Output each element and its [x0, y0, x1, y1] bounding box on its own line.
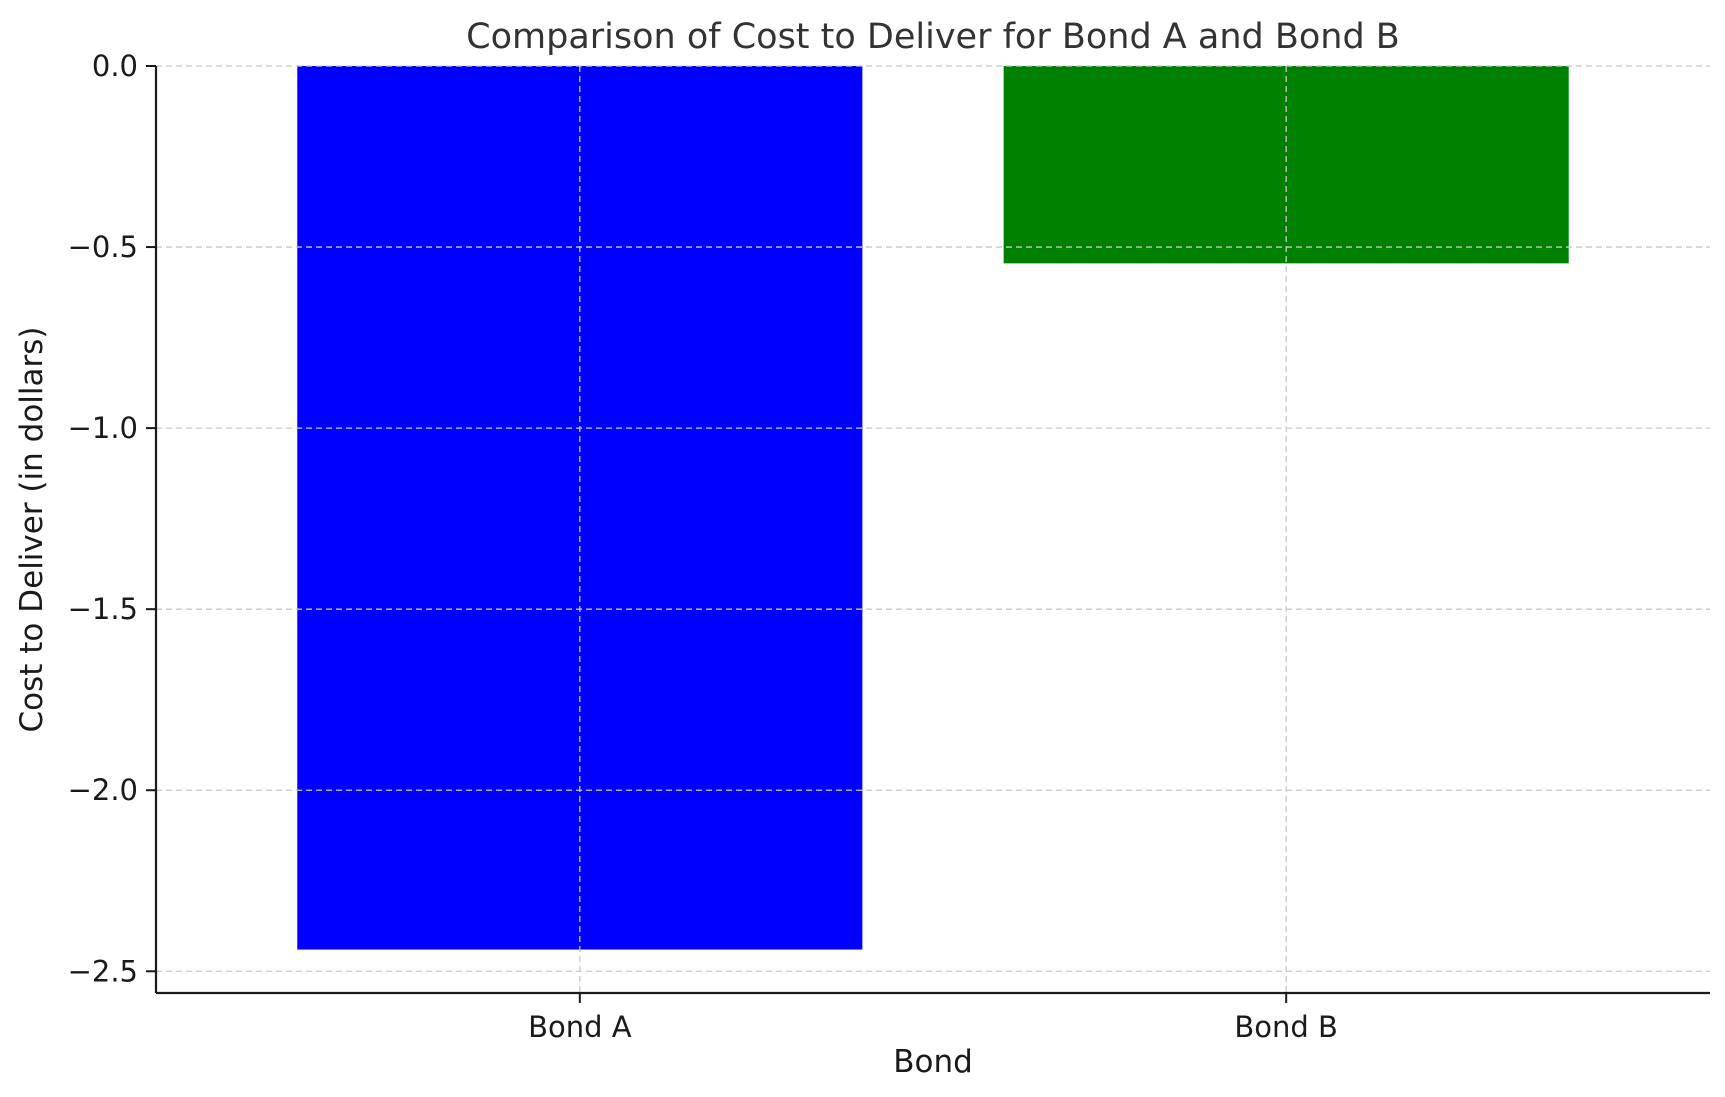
y-tick-label: −2.5 [68, 954, 138, 988]
chart-title: Comparison of Cost to Deliver for Bond A… [466, 17, 1400, 57]
bar-bond-b [1003, 66, 1569, 264]
y-tick-label: −1.0 [68, 411, 138, 445]
y-tick-label: 0.0 [92, 49, 138, 83]
y-tick-label: −1.5 [68, 592, 138, 626]
ticks: 0.0 −0.5 −1.0 −1.5 −2.0 −2.5 Bond A Bond B [68, 49, 1338, 1044]
y-tick-label: −0.5 [68, 230, 138, 264]
axes [154, 66, 1710, 995]
x-tick-label: Bond B [1234, 1010, 1338, 1044]
x-axis-label: Bond [893, 1044, 973, 1080]
x-tick-label: Bond A [528, 1010, 632, 1044]
bars [297, 66, 1569, 950]
grid-overlay [156, 65, 1710, 993]
y-axis-label: Cost to Deliver (in dollars) [14, 327, 50, 733]
y-tick-label: −2.0 [68, 773, 138, 807]
